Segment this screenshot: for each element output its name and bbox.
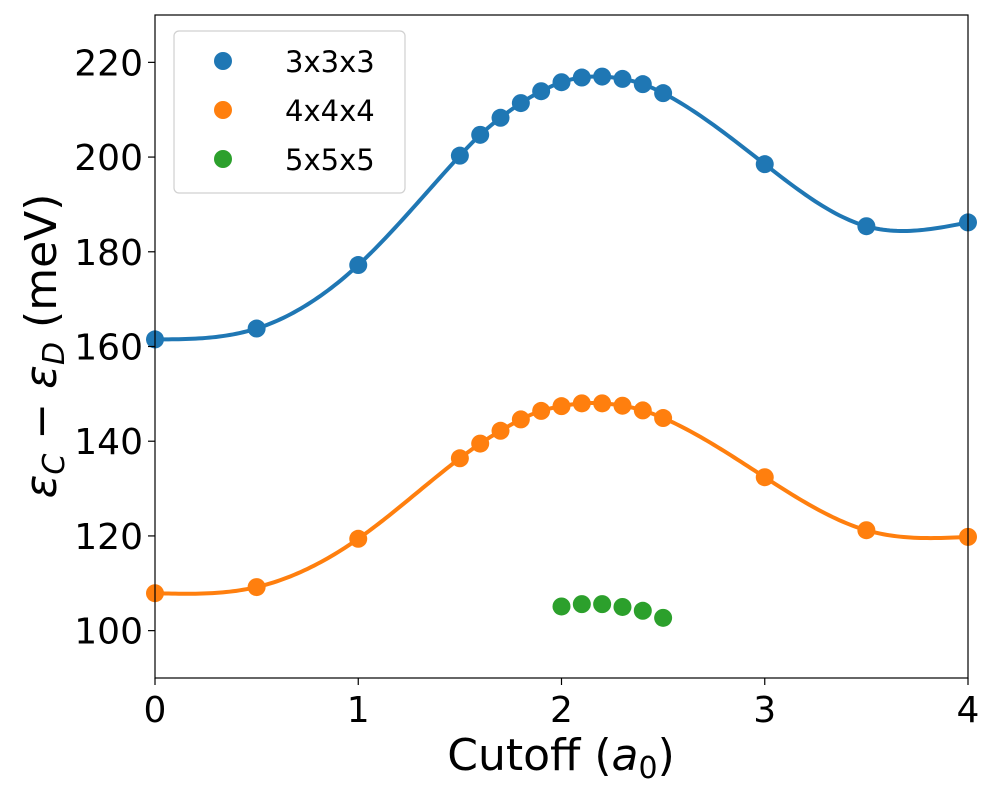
- point-3x3x3: [552, 73, 571, 92]
- x-tick-label: 0: [144, 690, 167, 731]
- point-4x4x4: [633, 401, 652, 420]
- x-axis-label: Cutoff (a0): [447, 730, 674, 786]
- point-3x3x3: [532, 82, 551, 101]
- point-5x5x5: [552, 597, 571, 616]
- point-5x5x5: [572, 595, 591, 614]
- y-axis-ticks: 100 120 140 160 180 200 220: [74, 43, 155, 653]
- point-3x3x3: [857, 217, 876, 236]
- point-3x3x3: [572, 68, 591, 87]
- point-3x3x3: [247, 319, 266, 338]
- point-3x3x3: [491, 108, 510, 127]
- point-4x4x4: [857, 521, 876, 540]
- x-tick-label: 3: [753, 690, 776, 731]
- point-5x5x5: [633, 601, 652, 620]
- legend-marker-5x5x5: [214, 150, 232, 168]
- point-4x4x4: [613, 396, 632, 415]
- legend-marker-3x3x3: [214, 52, 232, 70]
- point-4x4x4: [471, 434, 490, 453]
- point-3x3x3: [633, 75, 652, 94]
- legend-label-4x4x4: 4x4x4: [285, 94, 375, 128]
- point-5x5x5: [613, 597, 632, 616]
- x-axis-ticks: 0 1 2 3 4: [144, 678, 980, 731]
- point-3x3x3: [593, 67, 612, 86]
- point-4x4x4: [654, 409, 673, 428]
- point-3x3x3: [450, 146, 469, 165]
- x-tick-label: 2: [550, 690, 573, 731]
- point-3x3x3: [755, 155, 774, 174]
- y-tick-label: 160: [74, 328, 143, 369]
- point-5x5x5: [593, 595, 612, 614]
- point-4x4x4: [532, 401, 551, 420]
- point-4x4x4: [450, 449, 469, 468]
- point-4x4x4: [511, 410, 530, 429]
- y-tick-label: 220: [74, 43, 143, 84]
- legend-box: [173, 30, 406, 194]
- y-tick-label: 100: [74, 612, 143, 653]
- point-4x4x4: [593, 394, 612, 413]
- point-4x4x4: [755, 468, 774, 487]
- point-4x4x4: [572, 394, 591, 413]
- y-tick-label: 120: [74, 517, 143, 558]
- point-4x4x4: [552, 397, 571, 416]
- y-axis-label: εC − εD (meV): [16, 194, 72, 499]
- point-3x3x3: [613, 69, 632, 88]
- x-tick-label: 4: [957, 690, 980, 731]
- point-3x3x3: [471, 125, 490, 144]
- point-3x3x3: [654, 84, 673, 103]
- y-tick-label: 200: [74, 138, 143, 179]
- point-4x4x4: [491, 421, 510, 440]
- point-5x5x5: [654, 608, 673, 627]
- legend-label-3x3x3: 3x3x3: [285, 45, 375, 79]
- legend-label-5x5x5: 5x5x5: [285, 143, 375, 177]
- legend-marker-4x4x4: [214, 101, 232, 119]
- point-4x4x4: [247, 578, 266, 597]
- y-tick-label: 140: [74, 422, 143, 463]
- legend: 3x3x3 4x4x4 5x5x5: [173, 30, 406, 194]
- x-tick-label: 1: [347, 690, 370, 731]
- point-4x4x4: [349, 529, 368, 548]
- point-3x3x3: [349, 256, 368, 275]
- y-tick-label: 180: [74, 233, 143, 274]
- point-3x3x3: [511, 94, 530, 113]
